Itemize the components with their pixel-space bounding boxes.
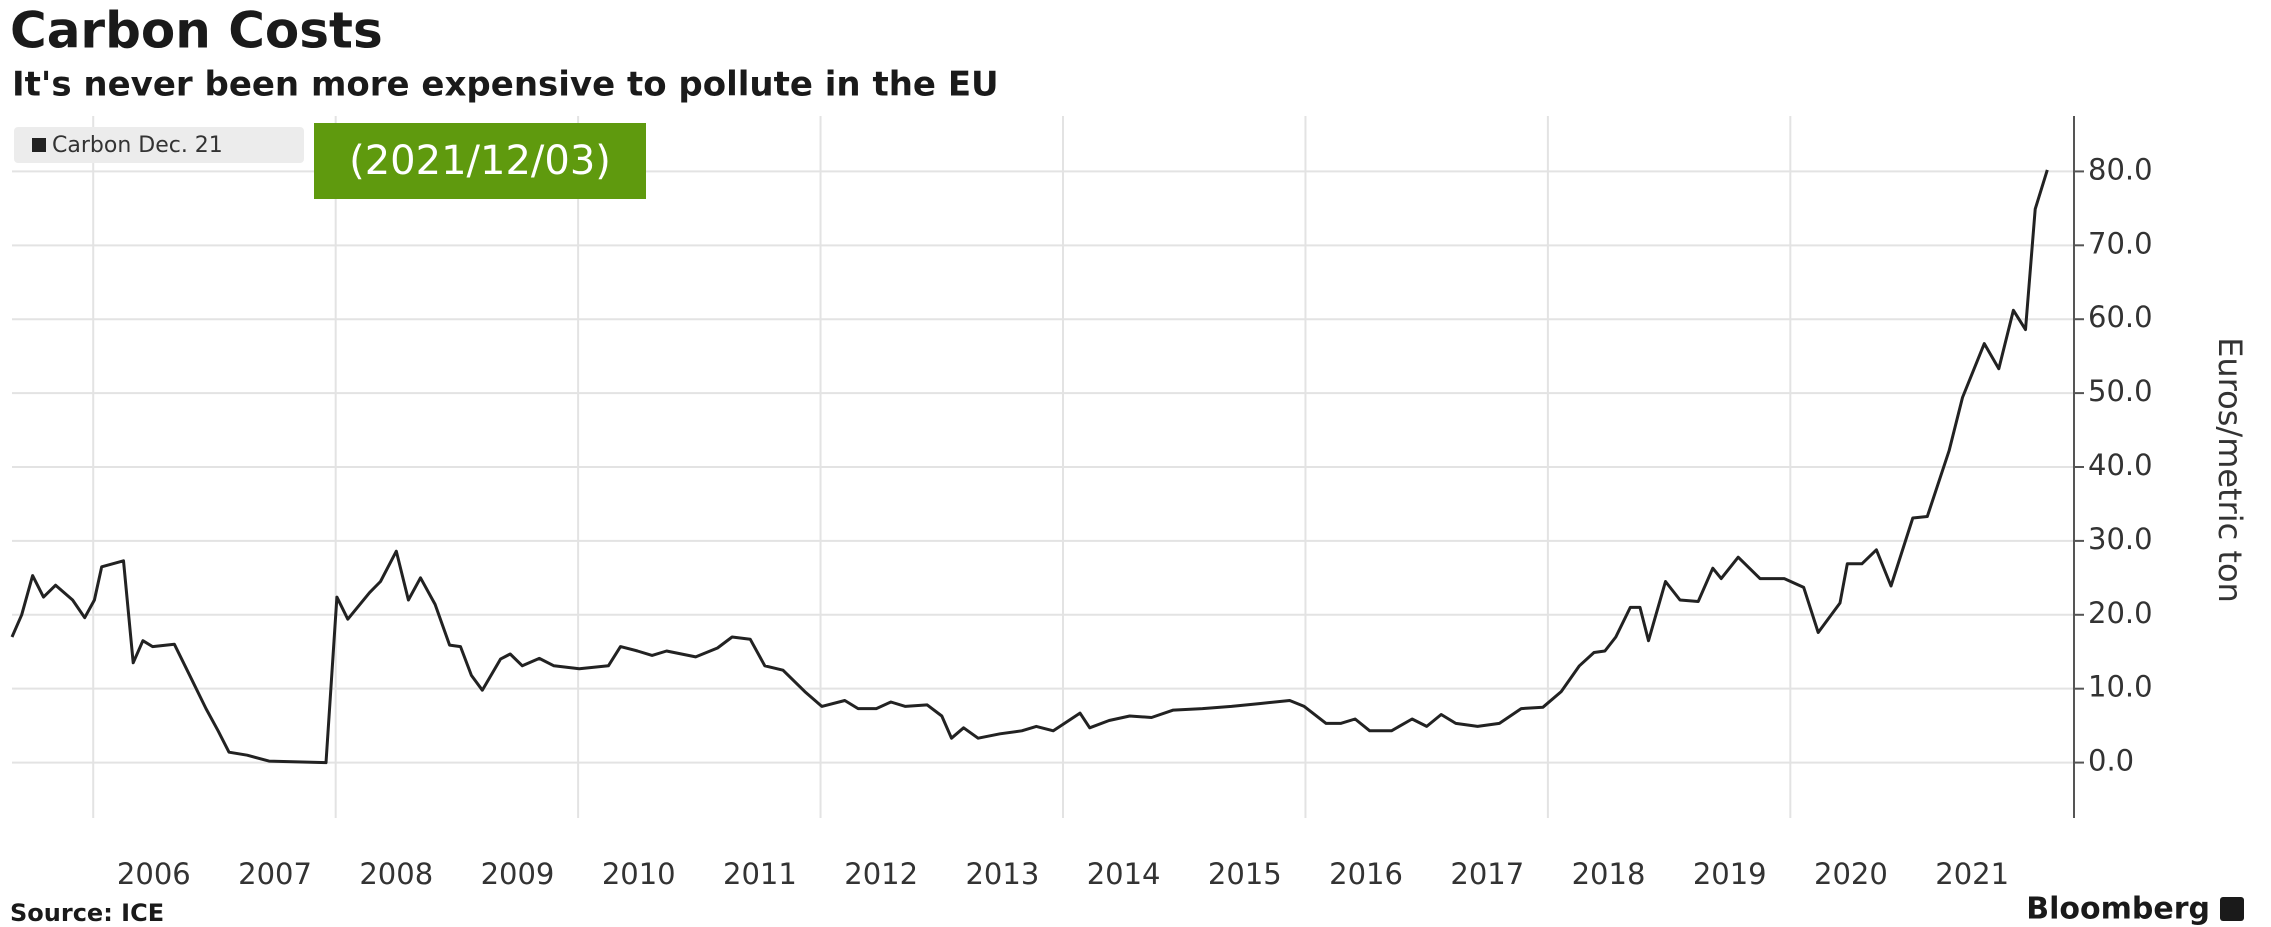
x-tick-label: 2017 bbox=[1450, 857, 1524, 891]
x-tick-label: 2019 bbox=[1693, 857, 1767, 891]
x-tick-label: 2007 bbox=[238, 857, 312, 891]
y-tick-label: 50.0 bbox=[2088, 374, 2153, 408]
x-tick-label: 2006 bbox=[117, 857, 191, 891]
x-tick-label: 2012 bbox=[844, 857, 918, 891]
y-tick-label: 10.0 bbox=[2088, 670, 2153, 704]
x-tick-label: 2021 bbox=[1935, 857, 2009, 891]
x-tick-label: 2013 bbox=[965, 857, 1039, 891]
chart-title: Carbon Costs bbox=[10, 2, 383, 60]
y-tick-label: 60.0 bbox=[2088, 300, 2153, 334]
annotation: (2021/12/03) bbox=[349, 138, 611, 184]
plot bbox=[10, 169, 2049, 765]
legend-box bbox=[14, 127, 304, 163]
x-tick-label: 2010 bbox=[602, 857, 676, 891]
source: Source: ICE bbox=[10, 899, 164, 927]
chart-subtitle: It's never been more expensive to pollut… bbox=[12, 65, 999, 105]
x-tick-label: 2014 bbox=[1087, 857, 1161, 891]
x-tick-label: 2009 bbox=[481, 857, 555, 891]
x-tick-label: 2018 bbox=[1572, 857, 1646, 891]
y-tick-label: 30.0 bbox=[2088, 522, 2153, 556]
y-tick-label: 0.0 bbox=[2088, 744, 2134, 778]
legend: Carbon Dec. 21 (2021/12/03) bbox=[14, 123, 646, 199]
brand-icon bbox=[2220, 897, 2244, 921]
legend-swatch bbox=[32, 138, 46, 152]
x-tick-label: 2016 bbox=[1329, 857, 1403, 891]
y-tick-label: 40.0 bbox=[2088, 448, 2153, 482]
x-tick-label: 2008 bbox=[359, 857, 433, 891]
x-tick-label: 2011 bbox=[723, 857, 797, 891]
brand: Bloomberg bbox=[2026, 892, 2210, 927]
legend-label: Carbon Dec. 21 bbox=[52, 133, 223, 158]
x-tick-label: 2015 bbox=[1208, 857, 1282, 891]
annotation-box bbox=[314, 123, 646, 199]
axis: 0.0 10.0 20.0 30.0 40.0 50.0 60.0 70.0 80.0 2006 2… bbox=[117, 116, 2153, 891]
y-tick-label: 70.0 bbox=[2088, 226, 2153, 260]
y-axis-title: Euros/metric ton bbox=[2211, 337, 2249, 603]
data-line bbox=[10, 169, 2049, 765]
y-tick-label: 20.0 bbox=[2088, 596, 2153, 630]
y-tick-label: 80.0 bbox=[2088, 152, 2153, 186]
x-tick-label: 2020 bbox=[1814, 857, 1888, 891]
